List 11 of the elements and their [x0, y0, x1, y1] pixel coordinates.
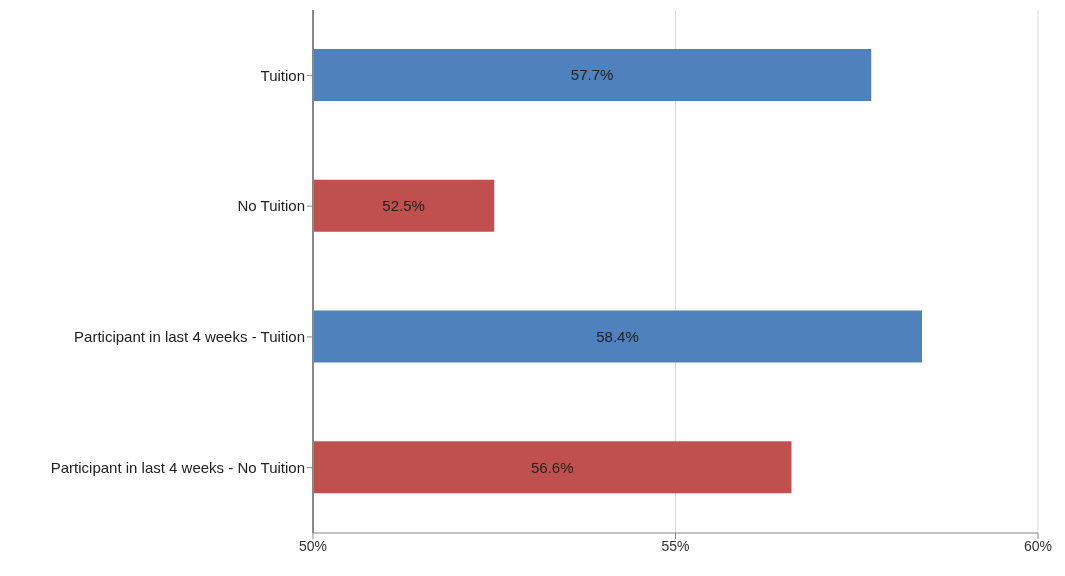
x-tick-label: 60%	[1023, 537, 1053, 554]
x-tick-label: 50%	[298, 537, 328, 554]
y-tick-label: No Tuition	[237, 197, 305, 215]
x-tick-label: 55%	[661, 537, 690, 554]
y-tick-label: Participant in last 4 weeks - Tuition	[74, 328, 305, 346]
data-label: 57.7%	[570, 66, 614, 84]
data-label: 58.4%	[596, 327, 639, 345]
data-label: 52.5%	[382, 197, 425, 215]
y-tick-label: Tuition	[260, 66, 305, 84]
data-label: 56.6%	[530, 458, 574, 476]
y-tick-label: Participant in last 4 weeks - No Tuition	[50, 458, 305, 476]
